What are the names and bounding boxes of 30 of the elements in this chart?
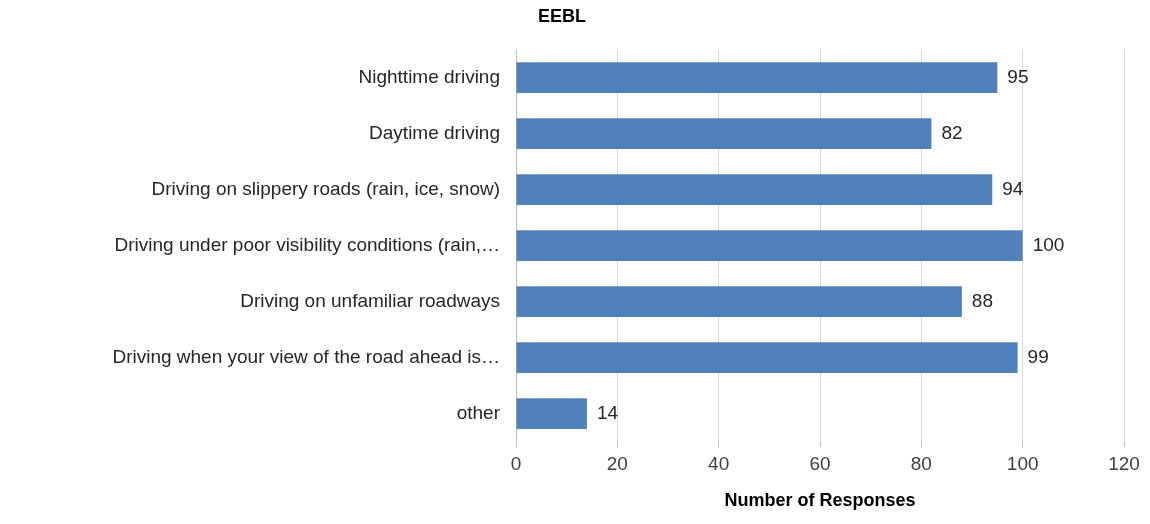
y-tick-label: Nighttime driving [358, 65, 500, 87]
y-tick-label: Driving under poor visibility conditions (rain,… [114, 233, 500, 255]
y-tick-label: Driving when your view of the road ahead is… [112, 345, 500, 367]
bar [516, 174, 993, 205]
x-tick-label: 20 [606, 453, 628, 475]
y-tick-label: Daytime driving [369, 121, 500, 143]
data-label: 100 [1032, 233, 1065, 255]
data-label: 88 [971, 289, 994, 311]
data-label: 14 [596, 401, 619, 423]
chart-title: EEBL [537, 5, 587, 26]
y-tick-label: Driving on unfamiliar roadways [240, 289, 500, 311]
data-label: 82 [941, 121, 963, 143]
bar [516, 62, 998, 93]
y-tick-label: Driving on slippery roads (rain, ice, snow) [151, 177, 500, 199]
bar [516, 342, 1018, 373]
x-axis-title: Number of Responses [724, 490, 916, 511]
bar [516, 398, 587, 429]
bar [516, 230, 1023, 261]
x-tick-label: 60 [809, 453, 831, 475]
x-tick-label: 100 [1006, 453, 1039, 475]
x-tick-label: 0 [510, 453, 522, 475]
y-tick-label: other [456, 401, 501, 423]
bar [516, 286, 962, 317]
x-tick-label: 120 [1108, 453, 1140, 475]
data-label: 99 [1027, 345, 1049, 367]
data-label: 94 [1002, 177, 1024, 199]
x-tick-label: 80 [910, 453, 932, 475]
data-label: 95 [1007, 65, 1029, 87]
bar [516, 118, 932, 149]
x-tick-label: 40 [708, 453, 730, 475]
